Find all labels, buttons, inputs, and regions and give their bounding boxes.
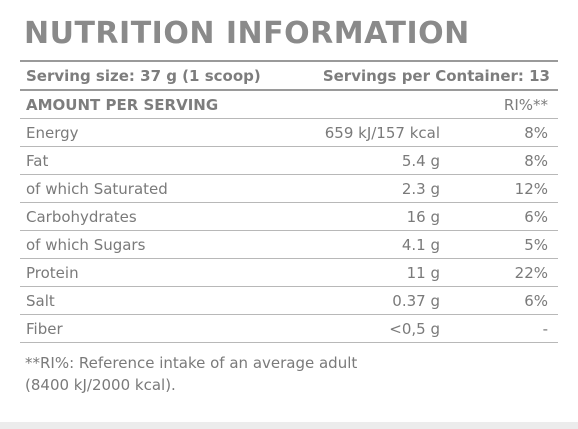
nutrient-ri: 5% (524, 236, 548, 254)
nutrient-amount: 0.37 g (392, 292, 440, 310)
nutrient-name: Fat (26, 152, 49, 170)
table-top-rule (20, 60, 558, 62)
page-title: NUTRITION INFORMATION (24, 16, 470, 51)
amount-per-serving-label: AMOUNT PER SERVING (26, 96, 219, 114)
footnote-line-1: **RI%: Reference intake of an average ad… (25, 354, 358, 372)
table-row: Energy 659 kJ/157 kcal 8% (20, 119, 558, 147)
servings-per-container-label: Servings per Container: 13 (322, 67, 550, 85)
nutrient-ri: 6% (524, 292, 548, 310)
bottom-band (0, 422, 578, 429)
table-row: of which Sugars 4.1 g 5% (20, 231, 558, 259)
nutrient-name: Energy (26, 124, 79, 142)
footnote: **RI%: Reference intake of an average ad… (25, 352, 357, 396)
nutrient-amount: 5.4 g (401, 152, 440, 170)
nutrient-rows: Energy 659 kJ/157 kcal 8% Fat 5.4 g 8% of whic… (20, 119, 558, 343)
nutrient-amount: 11 g (406, 264, 440, 282)
amount-header-row: AMOUNT PER SERVING RI%** (20, 91, 558, 119)
table-row: Fiber <0,5 g - (20, 315, 558, 343)
ri-column-header: RI%** (503, 96, 548, 114)
nutrient-name: Fiber (26, 320, 63, 338)
nutrient-name: Protein (26, 264, 79, 282)
nutrient-name: Carbohydrates (26, 208, 137, 226)
nutrient-ri: 8% (524, 124, 548, 142)
nutrient-ri: - (542, 320, 548, 338)
serving-size-label: Serving size: 37 g (1 scoop) (26, 67, 261, 85)
nutrient-name: of which Saturated (26, 180, 168, 198)
nutrient-name: of which Sugars (26, 236, 146, 254)
nutrient-ri: 6% (524, 208, 548, 226)
nutrient-name: Salt (26, 292, 55, 310)
nutrient-amount: 659 kJ/157 kcal (324, 124, 440, 142)
nutrient-amount: 16 g (406, 208, 440, 226)
table-row: Protein 11 g 22% (20, 259, 558, 287)
footnote-line-2: (8400 kJ/2000 kcal). (25, 376, 176, 394)
table-row: Carbohydrates 16 g 6% (20, 203, 558, 231)
nutrient-ri: 22% (514, 264, 548, 282)
table-row: Fat 5.4 g 8% (20, 147, 558, 175)
nutrient-amount: 4.1 g (401, 236, 440, 254)
serving-row: Serving size: 37 g (1 scoop) Servings pe… (20, 62, 558, 91)
nutrient-amount: <0,5 g (389, 320, 440, 338)
nutrient-amount: 2.3 g (401, 180, 440, 198)
nutrient-ri: 8% (524, 152, 548, 170)
nutrition-table: Serving size: 37 g (1 scoop) Servings pe… (20, 60, 558, 343)
nutrient-ri: 12% (514, 180, 548, 198)
table-row: of which Saturated 2.3 g 12% (20, 175, 558, 203)
table-row: Salt 0.37 g 6% (20, 287, 558, 315)
